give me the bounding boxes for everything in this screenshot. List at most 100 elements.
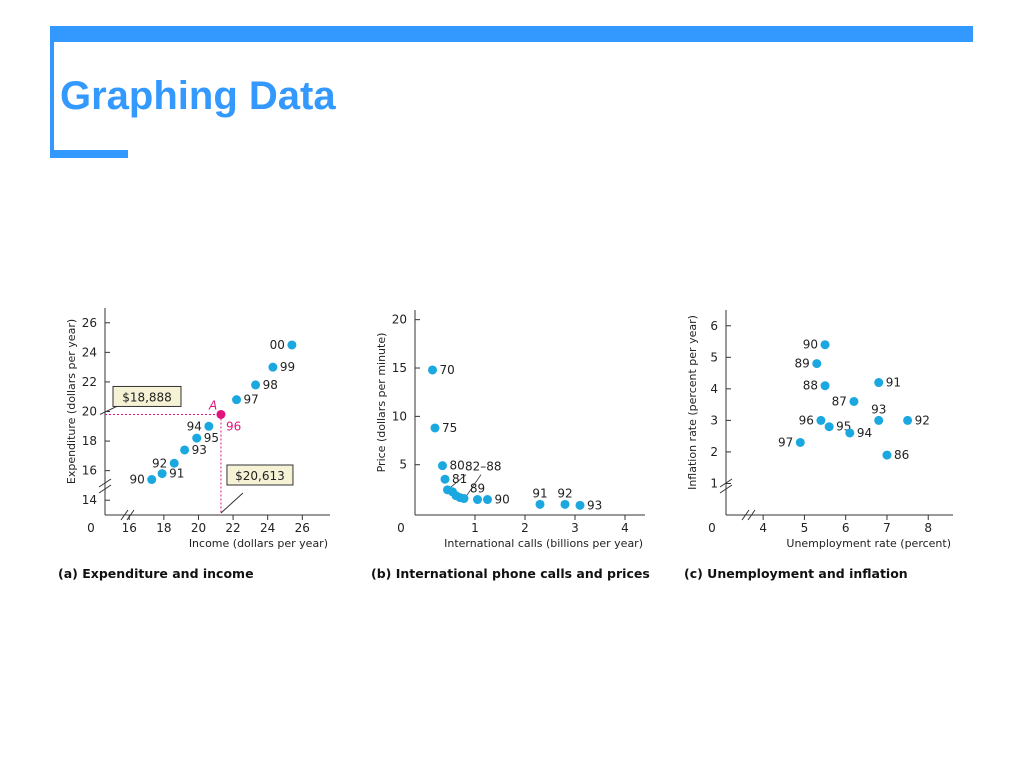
- data-point: [169, 458, 179, 468]
- group-leader: [449, 474, 467, 489]
- y-axis-title: Expenditure (dollars per year): [65, 319, 78, 484]
- x-tick-label: 8: [924, 521, 932, 535]
- point-label: 87: [832, 394, 847, 408]
- x-tick-label: 4: [621, 521, 629, 535]
- point-label: 93: [192, 443, 207, 457]
- data-point: [268, 362, 278, 372]
- x-tick-label: 24: [260, 521, 275, 535]
- y-tick-label: 24: [82, 345, 97, 359]
- data-point: [903, 415, 913, 425]
- data-point: [287, 340, 297, 350]
- data-point: [459, 494, 469, 504]
- point-label: 93: [871, 402, 886, 416]
- point-label: 90: [495, 493, 510, 507]
- data-point: [216, 409, 226, 419]
- x-axis-break: [120, 509, 135, 521]
- left-accent-bar: [50, 26, 54, 158]
- y-tick-label: 14: [82, 493, 97, 507]
- x-tick-label: 4: [759, 521, 767, 535]
- point-label: 92: [557, 486, 572, 500]
- point-label: 00: [270, 338, 285, 352]
- caption-a: (a) Expenditure and income: [58, 566, 254, 581]
- chart-expenditure-income: 0 16 18 20 22 24 26 14 16 18 20 22 24 26 Income (dolla…: [65, 308, 330, 550]
- data-point: [192, 433, 202, 443]
- reference-x-box: [226, 464, 294, 486]
- point-label: 95: [204, 431, 219, 445]
- data-point: [430, 423, 440, 433]
- x-tick-label: 5: [801, 521, 809, 535]
- x-tick-label: 3: [571, 521, 579, 535]
- data-point: [560, 499, 570, 509]
- data-point: [820, 381, 830, 391]
- chart-unemployment-inflation: 0 4 5 6 7 8 1 2 3 4 5 6 Unemployment rate (percent) I…: [686, 310, 953, 550]
- point-label: 99: [280, 360, 295, 374]
- point-label: 88: [803, 379, 818, 393]
- point-label: 94: [857, 426, 872, 440]
- y-tick-label: 3: [710, 413, 718, 427]
- y-tick-label: 18: [82, 434, 97, 448]
- point-label: 89: [470, 482, 485, 496]
- data-point: [180, 445, 190, 455]
- point-label: 90: [803, 338, 818, 352]
- reference-x-leader: [220, 492, 244, 514]
- x-tick-label: 16: [122, 521, 137, 535]
- point-label: 98: [263, 378, 278, 392]
- x-tick-label: 2: [521, 521, 529, 535]
- x-axis-title: International calls (billions per year): [444, 537, 643, 550]
- x-axis-title: Unemployment rate (percent): [786, 537, 951, 550]
- point-label: 92: [915, 413, 930, 427]
- data-point: [874, 378, 884, 388]
- x-tick-label: 18: [156, 521, 171, 535]
- reference-y-label: $18,888: [122, 390, 172, 404]
- y-tick-label: 20: [82, 405, 97, 419]
- point-label: 81: [452, 472, 467, 486]
- y-tick-label: 20: [392, 313, 407, 327]
- origin-label: 0: [708, 521, 716, 535]
- data-point: [440, 474, 450, 484]
- data-point: [428, 365, 437, 375]
- chart-phone-calls-prices: 0 1 2 3 4 5 10 15 20 International calls (billion…: [375, 310, 645, 550]
- data-point: [812, 359, 822, 369]
- point-label: 89: [795, 357, 810, 371]
- y-tick-label: 1: [710, 476, 718, 490]
- point-label: 92: [152, 456, 167, 470]
- y-tick-label: 5: [710, 350, 718, 364]
- data-point: [849, 396, 859, 406]
- group-leader: [465, 474, 482, 497]
- y-axis-title: Price (dollars per minute): [375, 333, 388, 473]
- x-tick-label: 1: [471, 521, 479, 535]
- data-point: [882, 450, 892, 460]
- top-accent-bar: [50, 26, 973, 42]
- y-tick-label: 4: [710, 382, 718, 396]
- caption-b: (b) International phone calls and prices: [371, 566, 650, 581]
- point-label: 75: [442, 421, 457, 435]
- point-label: 70: [440, 363, 455, 377]
- data-point: [845, 428, 855, 438]
- point-label: 86: [894, 448, 909, 462]
- point-label: 90: [129, 473, 144, 487]
- data-point: [535, 499, 545, 509]
- x-axis-title: Income (dollars per year): [189, 537, 328, 550]
- point-label: 93: [587, 498, 602, 512]
- data-point: [473, 495, 482, 505]
- point-label: 91: [169, 467, 184, 481]
- caption-c: (c) Unemployment and inflation: [684, 566, 908, 581]
- point-label: 91: [886, 376, 901, 390]
- y-tick-label: 22: [82, 375, 97, 389]
- slide-title: Graphing Data: [60, 74, 336, 118]
- origin-label: 0: [87, 521, 95, 535]
- point-label: 96: [226, 419, 241, 433]
- data-point: [816, 415, 826, 425]
- y-axis-title: Inflation rate (percent per year): [686, 315, 699, 490]
- data-point: [575, 500, 585, 510]
- point-label: 97: [244, 393, 259, 407]
- y-tick-label: 5: [399, 458, 407, 472]
- x-tick-label: 20: [191, 521, 206, 535]
- y-tick-label: 16: [82, 464, 97, 478]
- y-tick-label: 10: [392, 409, 407, 423]
- data-point: [820, 340, 830, 350]
- data-point: [483, 495, 492, 505]
- y-axis-break: [98, 478, 112, 494]
- point-label: 97: [778, 435, 793, 449]
- y-tick-label: 15: [392, 361, 407, 375]
